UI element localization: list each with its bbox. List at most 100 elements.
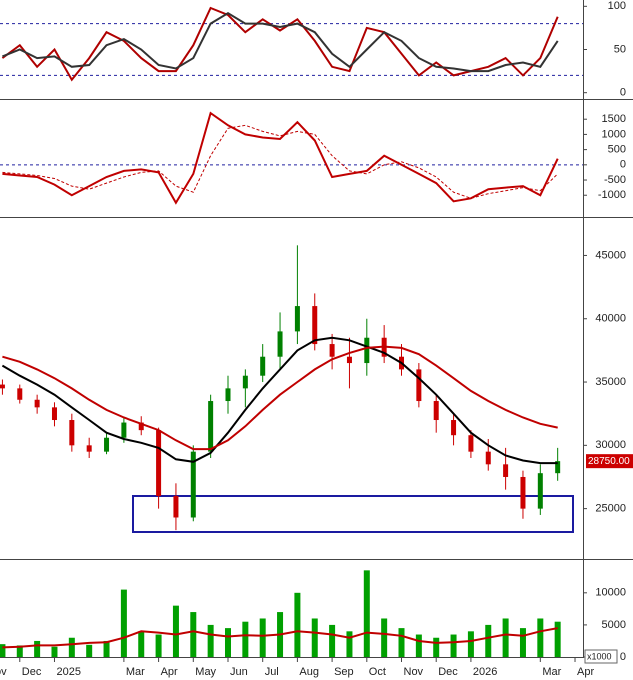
x-tick-label: Apr <box>161 666 178 678</box>
series-line <box>2 12 559 73</box>
y-tick-label: 1500 <box>602 113 626 125</box>
y-tick-label: 0 <box>620 87 626 99</box>
series-line <box>2 124 559 199</box>
volume-bar <box>207 624 214 657</box>
x-tick-label: Nov <box>0 666 7 678</box>
volume-bar <box>242 621 249 657</box>
x-tick-label: Mar <box>126 666 145 678</box>
candle-body <box>121 422 127 438</box>
candle-body <box>51 407 57 421</box>
volume-bar <box>103 640 110 657</box>
series-line <box>2 345 558 451</box>
x-tick-label: Sep <box>334 666 354 678</box>
y-tick-label: 25000 <box>595 503 626 515</box>
x-tick-label: Dec <box>438 666 458 678</box>
y-tick-label: 5000 <box>602 619 626 631</box>
x-tick-label: Jun <box>230 666 248 678</box>
last-price-box <box>586 454 633 469</box>
candle-body <box>537 473 543 509</box>
candle-body <box>156 430 162 496</box>
x-tick-label: Nov <box>404 666 424 678</box>
candle-body <box>294 306 300 332</box>
candle-body <box>451 420 457 436</box>
volume-bar <box>398 628 405 657</box>
y-tick-label: 35000 <box>595 376 626 388</box>
volume-bar <box>224 628 231 657</box>
x-tick-label: Dec <box>22 666 42 678</box>
axis-note-box <box>584 649 618 664</box>
candle-body <box>208 401 214 452</box>
candle-body <box>555 461 561 474</box>
volume-bar <box>329 624 336 657</box>
candle-body <box>346 356 352 364</box>
y-tick-label: 0 <box>620 159 626 171</box>
y-tick-label: -1000 <box>598 189 626 201</box>
y-tick-label: 0 <box>620 651 626 663</box>
volume-bar <box>172 605 179 657</box>
series-line <box>2 111 559 205</box>
candle-body <box>17 388 23 400</box>
y-tick-label: 1000 <box>602 128 626 140</box>
y-tick-label: 10000 <box>595 587 626 599</box>
x-tick-label: Aug <box>299 666 319 678</box>
candle-body <box>416 369 422 402</box>
volume-bar <box>415 634 422 657</box>
candle-body <box>468 435 474 452</box>
x-tick-label: Mar <box>542 666 561 678</box>
candle-body <box>503 464 509 477</box>
candle-body <box>433 401 439 421</box>
volume-bar <box>155 634 162 657</box>
volume-bar <box>537 618 544 657</box>
candle-body <box>225 388 231 402</box>
series-line <box>1 6 559 82</box>
volume-bar <box>68 637 75 657</box>
candle-body <box>173 495 179 518</box>
candle-body <box>277 331 283 357</box>
candle-body <box>34 399 40 408</box>
candle-body <box>69 420 75 446</box>
volume-bar <box>381 618 388 657</box>
volume-bar <box>86 644 93 657</box>
x-tick-label: Apr <box>577 666 594 678</box>
volume-bar <box>259 618 266 657</box>
y-tick-label: 500 <box>608 144 626 156</box>
y-tick-label: 45000 <box>595 249 626 261</box>
series-line <box>2 627 558 649</box>
x-tick-label: May <box>195 666 216 678</box>
volume-bar <box>450 634 457 657</box>
x-tick-label: 2025 <box>56 666 80 678</box>
volume-bar <box>433 637 440 657</box>
volume-bar <box>34 640 41 657</box>
candle-body <box>329 344 335 357</box>
support-zone-box <box>132 495 574 533</box>
candle-body <box>364 337 370 364</box>
candle-body <box>485 451 491 465</box>
volume-bar <box>346 631 353 657</box>
volume-bar <box>467 631 474 657</box>
volume-bar <box>294 592 301 657</box>
volume-bar <box>138 631 145 657</box>
volume-bar <box>519 628 526 657</box>
candle-body <box>242 375 248 389</box>
last-price-label: 28750.00 <box>588 456 630 467</box>
volume-bar <box>485 624 492 657</box>
x-tick-label: Oct <box>369 666 386 678</box>
volume-bar <box>554 621 561 657</box>
axis-note: x1000 <box>587 651 612 661</box>
series-line <box>1 336 558 465</box>
volume-bar <box>311 618 318 657</box>
volume-bar <box>0 644 6 657</box>
y-tick-label: 40000 <box>595 313 626 325</box>
x-tick-label: 2026 <box>473 666 497 678</box>
volume-bar <box>502 618 509 657</box>
candle-body <box>190 451 196 518</box>
candle-body <box>0 384 5 389</box>
volume-bar <box>363 570 370 657</box>
volume-bar <box>190 612 197 657</box>
candle-body <box>312 306 318 345</box>
x-tick-label: Jul <box>265 666 279 678</box>
candle-body <box>260 356 266 376</box>
y-tick-label: 30000 <box>595 439 626 451</box>
